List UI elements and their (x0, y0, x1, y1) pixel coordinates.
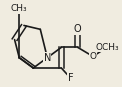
Text: OCH₃: OCH₃ (95, 43, 119, 52)
Text: CH₃: CH₃ (11, 4, 28, 13)
Text: F: F (68, 73, 74, 83)
Text: O: O (89, 52, 96, 61)
Text: O: O (74, 24, 81, 34)
Text: N: N (44, 53, 51, 63)
